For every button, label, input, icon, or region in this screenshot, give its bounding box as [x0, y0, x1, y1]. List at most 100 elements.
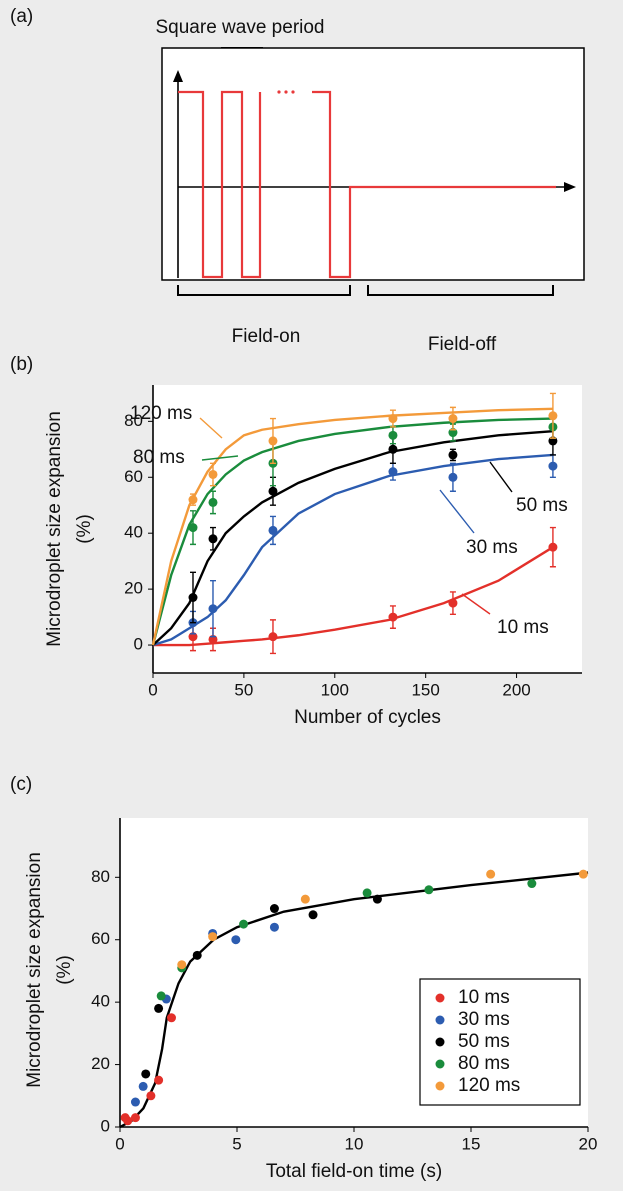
label-leader: [439, 489, 475, 534]
data-point: [208, 932, 218, 942]
data-point: [188, 593, 198, 603]
x-tick-label: 20: [579, 1134, 598, 1153]
data-point: [548, 411, 558, 421]
data-point: [486, 869, 496, 879]
x-axis-title: Number of cycles: [294, 707, 441, 728]
data-point: [388, 430, 398, 440]
x-tick-label: 50: [234, 680, 253, 699]
legend-box: [419, 978, 581, 1106]
x-tick-label: 200: [502, 680, 530, 699]
legend-marker: [435, 1037, 445, 1047]
data-point: [308, 910, 318, 920]
y-tick-label: 60: [91, 929, 110, 948]
legend-marker: [435, 1081, 445, 1091]
data-point: [231, 935, 241, 945]
x-tick-label: 15: [462, 1134, 481, 1153]
data-point: [372, 894, 382, 904]
data-point: [188, 495, 198, 505]
x-tick-label: 5: [232, 1134, 241, 1153]
square-wave: [178, 90, 556, 279]
legend-label: 120 ms: [458, 1075, 520, 1096]
fit-curve: [152, 453, 554, 647]
data-point: [130, 1097, 140, 1107]
data-point: [154, 1003, 164, 1013]
legend-label: 10 ms: [458, 987, 510, 1008]
y-tick-label: 40: [124, 523, 143, 542]
x-tick-label: 100: [321, 680, 349, 699]
data-point: [208, 534, 218, 544]
field-on-bracket: [177, 285, 351, 296]
data-point: [156, 991, 166, 1001]
y-tick-label: 80: [124, 411, 143, 430]
data-point: [388, 467, 398, 477]
legend-label: 80 ms: [458, 1053, 510, 1074]
panel-label: (b): [10, 354, 33, 375]
data-point: [166, 1013, 176, 1023]
y-tick-label: 0: [101, 1116, 110, 1135]
y-axis-title: (%): [74, 514, 95, 544]
curve-label: 120 ms: [130, 403, 192, 424]
field-on-label: Field-on: [232, 326, 301, 347]
y-tick-label: 60: [124, 467, 143, 486]
y-tick-label: 20: [91, 1054, 110, 1073]
label-leader: [199, 417, 223, 439]
data-point: [138, 1081, 148, 1091]
curve-label: 80 ms: [133, 447, 185, 468]
data-point: [239, 919, 249, 929]
x-tick-label: 150: [411, 680, 439, 699]
data-point: [448, 598, 458, 608]
data-point: [154, 1075, 164, 1085]
y-axis-title: (%): [54, 955, 75, 985]
fit-curve: [151, 417, 553, 646]
arrow: [564, 182, 576, 192]
data-point: [192, 950, 202, 960]
data-point: [448, 414, 458, 424]
y-tick-label: 20: [124, 579, 143, 598]
y-tick-label: 0: [134, 635, 143, 654]
field-off-bracket: [367, 285, 554, 296]
fit-curve: [153, 546, 554, 647]
data-point: [268, 436, 278, 446]
curve-label: 10 ms: [497, 617, 549, 638]
ellipsis: [277, 90, 295, 94]
data-point: [188, 523, 198, 533]
data-point: [269, 922, 279, 932]
data-point: [388, 612, 398, 622]
data-point: [527, 879, 537, 889]
fit-curve: [151, 407, 553, 646]
data-point: [208, 497, 218, 507]
data-point: [424, 885, 434, 895]
data-point: [146, 1091, 156, 1101]
label-leader: [201, 455, 239, 461]
fit-curve: [152, 429, 554, 646]
data-point: [123, 1116, 133, 1126]
data-point: [300, 894, 310, 904]
label-leader: [461, 593, 491, 615]
data-point: [268, 486, 278, 496]
data-point: [388, 414, 398, 424]
y-tick-label: 40: [91, 992, 110, 1011]
y-axis-title: Microdroplet size expansion: [24, 852, 45, 1088]
data-point: [208, 604, 218, 614]
data-point: [268, 632, 278, 642]
data-point: [269, 904, 279, 914]
fit-curve: [119, 871, 589, 1129]
legend-marker: [435, 993, 445, 1003]
legend-label: 50 ms: [458, 1031, 510, 1052]
diagram-frame: [161, 47, 585, 281]
x-tick-label: 0: [148, 680, 157, 699]
field-off-label: Field-off: [428, 334, 497, 355]
data-point: [578, 869, 588, 879]
data-point: [268, 525, 278, 535]
x-tick-label: 0: [115, 1134, 124, 1153]
legend-marker: [435, 1059, 445, 1069]
x-tick-label: 10: [345, 1134, 364, 1153]
panel-a: (a) Square wave period Field-on Field-of…: [10, 6, 585, 355]
legend-marker: [435, 1015, 445, 1025]
legend-label: 30 ms: [458, 1009, 510, 1030]
x-axis-title: Total field-on time (s): [266, 1161, 442, 1182]
arrow: [173, 70, 183, 82]
data-point: [177, 960, 187, 970]
panel-label: (a): [10, 6, 33, 27]
panel-label: (c): [10, 774, 32, 795]
